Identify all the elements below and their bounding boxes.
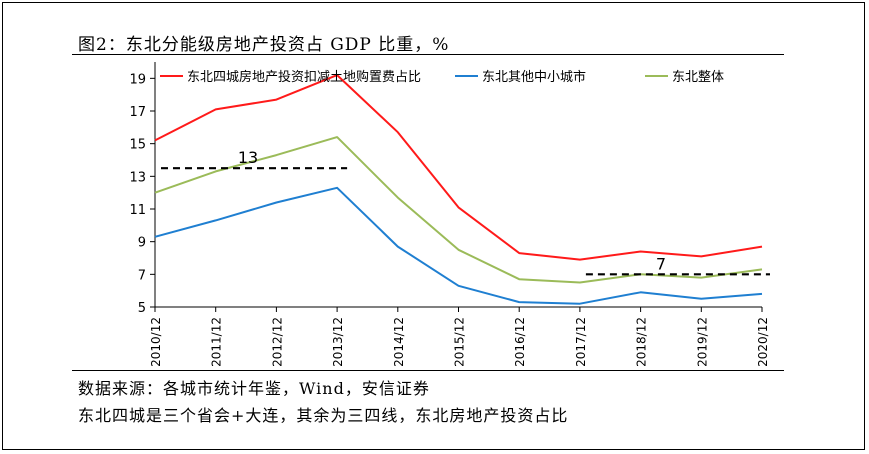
title-rule (72, 54, 784, 55)
x-tick-label: 2019/12 (695, 317, 709, 367)
source-rule (72, 370, 784, 371)
series-line-2 (154, 186, 763, 305)
chart-lines (154, 74, 763, 305)
x-tick-label: 2012/12 (270, 317, 284, 367)
y-tick-label: 7 (138, 268, 146, 283)
y-tick-label: 5 (138, 301, 146, 316)
x-tick-label: 2013/12 (331, 317, 345, 367)
series-line-1 (154, 74, 763, 261)
chart-axes: 5 7 9 11 13 15 17 19 2010/12 2011/12 2012/12 2013/1… (129, 62, 770, 367)
source-text: 数据来源：各城市统计年鉴，Wind，安信证券 (78, 379, 430, 398)
y-tick-label: 9 (138, 236, 146, 251)
annotation-label-2: 7 (656, 254, 666, 273)
x-tick-label: 2014/12 (392, 317, 406, 367)
y-tick-label: 15 (129, 138, 146, 153)
y-tick-label: 11 (129, 203, 146, 218)
y-tick-label: 17 (129, 105, 146, 120)
chart-legend: 东北四城房地产投资扣减土地购置费占比 东北其他中小城市 东北整体 (160, 69, 724, 85)
legend-label-3: 东北整体 (672, 70, 724, 85)
figure-title: 图2：东北分能级房地产投资占 GDP 比重，% (78, 35, 450, 55)
y-tick-label: 19 (129, 72, 146, 87)
x-tick-label: 2010/12 (149, 317, 163, 367)
y-tick-label: 13 (129, 170, 146, 185)
x-tick-label: 2015/12 (453, 317, 467, 367)
annotation-label-1: 13 (238, 148, 258, 167)
legend-label-1: 东北四城房地产投资扣减土地购置费占比 (187, 69, 421, 85)
x-tick-label: 2016/12 (513, 317, 527, 367)
note-text: 东北四城是三个省会+大连，其余为三四线，东北房地产投资占比 (78, 406, 569, 425)
x-tick-label: 2018/12 (635, 317, 649, 367)
x-tick-label: 2020/12 (756, 317, 770, 367)
x-tick-label: 2017/12 (574, 317, 588, 367)
legend-label-2: 东北其他中小城市 (482, 69, 586, 85)
chart-annotations: 13 7 (161, 148, 770, 276)
figure-frame (2, 2, 865, 450)
x-tick-label: 2011/12 (210, 317, 224, 367)
